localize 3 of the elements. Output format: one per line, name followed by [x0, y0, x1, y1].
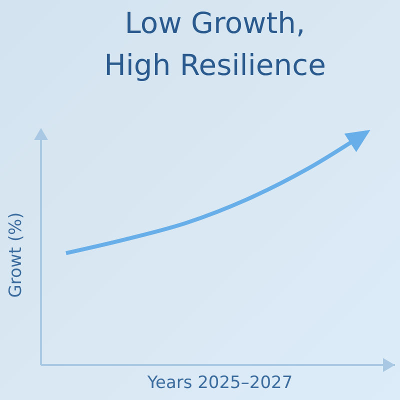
y-axis-title: Growt (%)	[5, 211, 27, 300]
x-axis-title: Years 2025–2027	[146, 372, 294, 395]
chart-title: Low Growth, High Resilience	[103, 5, 327, 84]
